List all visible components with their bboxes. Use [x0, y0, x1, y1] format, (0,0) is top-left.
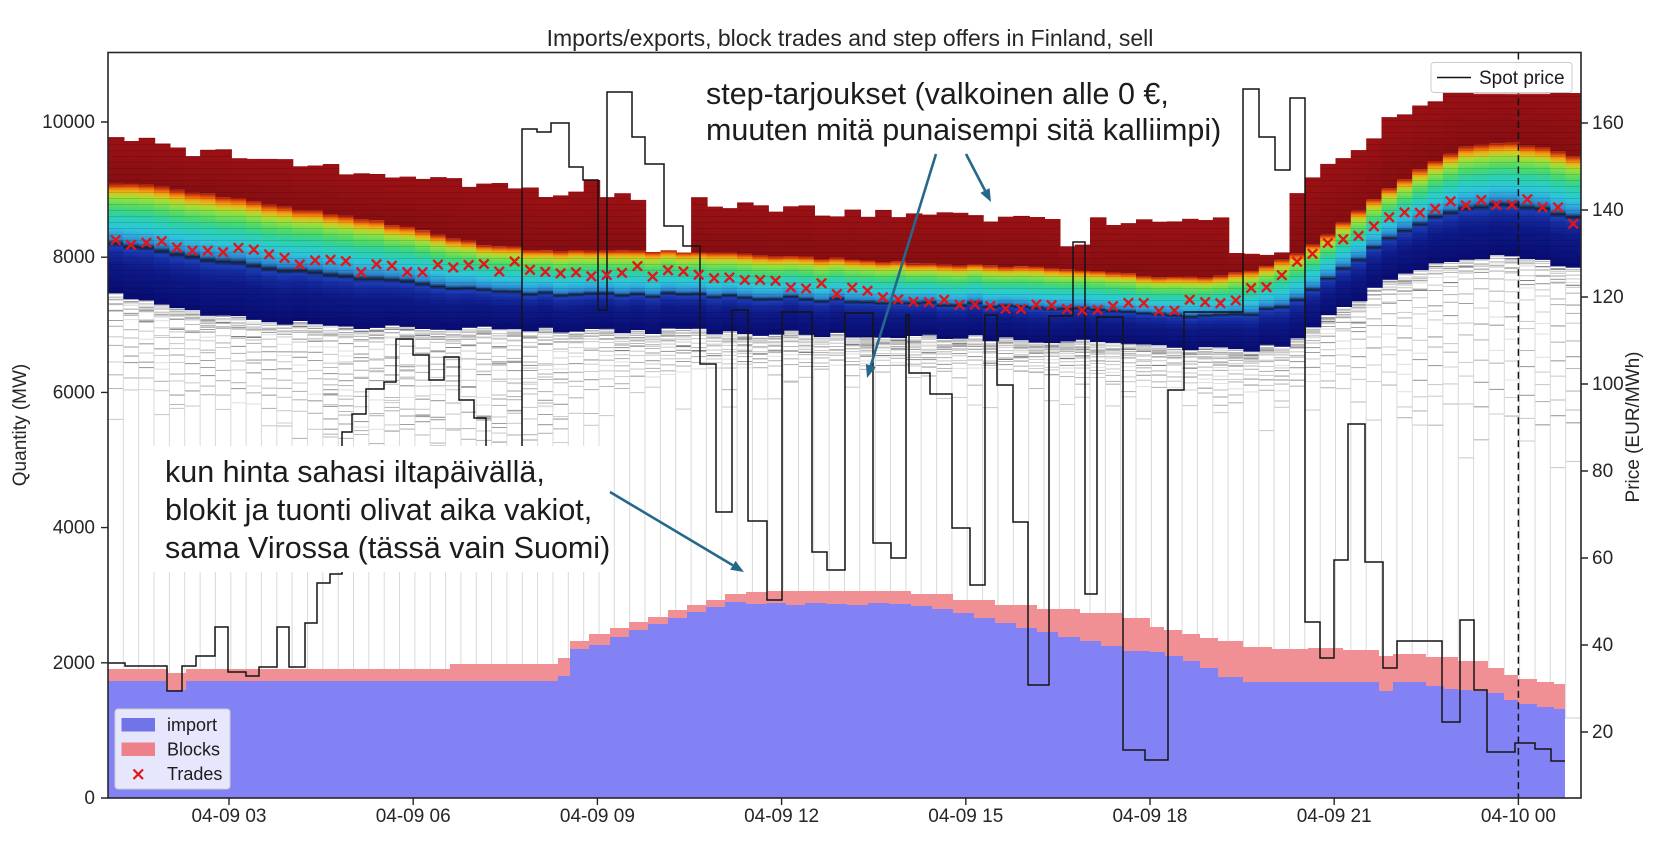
svg-text:160: 160 [1592, 113, 1624, 134]
svg-text:kun hinta sahasi iltapäivällä,: kun hinta sahasi iltapäivällä, [165, 455, 545, 489]
svg-text:04-09 15: 04-09 15 [928, 806, 1003, 827]
svg-text:Spot price: Spot price [1479, 68, 1565, 89]
svg-text:80: 80 [1592, 461, 1613, 482]
svg-text:Blocks: Blocks [167, 740, 220, 760]
svg-text:6000: 6000 [53, 382, 95, 403]
svg-text:100: 100 [1592, 374, 1624, 395]
svg-text:sama Virossa (tässä vain Suomi: sama Virossa (tässä vain Suomi) [165, 531, 610, 565]
svg-text:140: 140 [1592, 200, 1624, 221]
svg-text:04-09 18: 04-09 18 [1112, 806, 1187, 827]
svg-text:04-09 12: 04-09 12 [744, 806, 819, 827]
svg-text:blokit ja tuonti olivat aika v: blokit ja tuonti olivat aika vakiot, [165, 493, 592, 527]
svg-text:04-09 09: 04-09 09 [560, 806, 635, 827]
svg-text:import: import [167, 715, 217, 735]
svg-text:04-10 00: 04-10 00 [1481, 806, 1556, 827]
svg-text:4000: 4000 [53, 518, 95, 539]
svg-text:Imports/exports, block trades: Imports/exports, block trades and step o… [547, 25, 1154, 51]
svg-text:04-09 06: 04-09 06 [376, 806, 451, 827]
svg-text:Quantity (MW): Quantity (MW) [10, 364, 31, 486]
svg-text:2000: 2000 [53, 653, 95, 674]
svg-text:Trades: Trades [167, 764, 222, 784]
svg-text:0: 0 [84, 788, 95, 809]
svg-text:20: 20 [1592, 722, 1613, 743]
svg-text:muuten mitä punaisempi sitä ka: muuten mitä punaisempi sitä kalliimpi) [706, 113, 1221, 147]
svg-text:8000: 8000 [53, 247, 95, 268]
svg-text:04-09 03: 04-09 03 [191, 806, 266, 827]
svg-text:Price (EUR/MWh): Price (EUR/MWh) [1623, 352, 1644, 503]
svg-text:step-tarjoukset (valkoinen all: step-tarjoukset (valkoinen alle 0 €, [706, 77, 1169, 111]
svg-text:40: 40 [1592, 635, 1613, 656]
svg-text:10000: 10000 [42, 112, 95, 133]
svg-text:60: 60 [1592, 548, 1613, 569]
svg-text:120: 120 [1592, 287, 1624, 308]
svg-text:04-09 21: 04-09 21 [1297, 806, 1372, 827]
